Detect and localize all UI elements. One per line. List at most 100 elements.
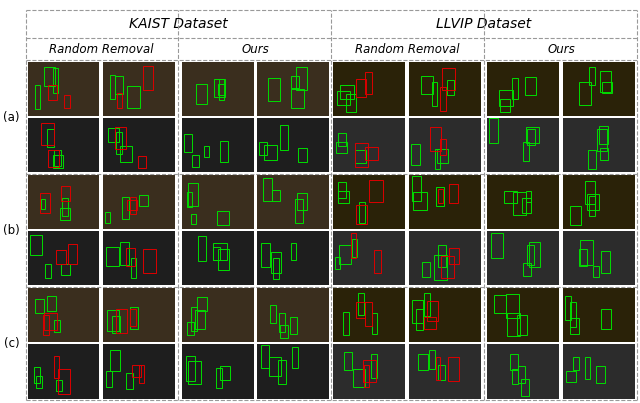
Bar (491, 233, 503, 258)
Bar (43, 316, 49, 335)
Bar (197, 297, 207, 311)
Bar (216, 368, 222, 388)
Bar (600, 71, 611, 92)
Bar (602, 82, 612, 93)
Bar (409, 118, 481, 172)
Bar (589, 195, 595, 216)
Bar (106, 212, 110, 223)
Bar (280, 125, 287, 150)
Bar (257, 231, 329, 285)
Bar (131, 258, 136, 278)
Bar (187, 192, 192, 207)
Bar (116, 309, 127, 333)
Bar (449, 247, 459, 264)
Bar (261, 345, 269, 368)
Bar (339, 133, 346, 146)
Bar (340, 85, 354, 99)
Bar (339, 245, 351, 264)
Bar (204, 145, 209, 158)
Bar (523, 142, 529, 160)
Bar (413, 192, 427, 210)
Bar (60, 208, 70, 220)
Bar (53, 68, 58, 93)
Bar (127, 86, 140, 108)
Bar (563, 175, 635, 229)
Bar (40, 193, 50, 212)
Bar (54, 356, 59, 378)
Bar (365, 147, 378, 160)
Bar (440, 87, 445, 111)
Bar (506, 294, 519, 318)
Bar (364, 365, 369, 387)
Bar (291, 89, 304, 108)
Bar (336, 142, 347, 153)
Bar (346, 94, 356, 112)
Bar (518, 366, 525, 383)
Bar (214, 79, 225, 97)
Bar (36, 376, 42, 388)
Bar (218, 249, 229, 270)
Bar (563, 118, 635, 172)
Bar (30, 235, 42, 256)
Bar (409, 175, 481, 229)
Bar (365, 302, 372, 326)
Bar (126, 373, 133, 389)
Bar (103, 118, 175, 172)
Bar (409, 288, 481, 342)
Bar (449, 184, 458, 204)
Bar (132, 365, 141, 377)
Bar (570, 318, 579, 334)
Text: Ours: Ours (241, 43, 269, 56)
Bar (268, 77, 280, 101)
Bar (412, 299, 423, 323)
Bar (35, 85, 40, 108)
Bar (353, 370, 365, 387)
Bar (493, 295, 506, 313)
Bar (218, 84, 225, 96)
Bar (356, 205, 367, 224)
Bar (279, 313, 285, 332)
Bar (257, 118, 329, 172)
Text: (c): (c) (4, 337, 19, 350)
Bar (523, 264, 531, 276)
Bar (427, 301, 438, 321)
Bar (525, 77, 536, 95)
Bar (351, 233, 356, 258)
Bar (196, 84, 207, 104)
Bar (369, 180, 383, 202)
Bar (436, 187, 444, 206)
Bar (106, 372, 112, 386)
Bar (412, 176, 422, 201)
Bar (273, 258, 279, 279)
Bar (601, 309, 611, 329)
Bar (115, 127, 126, 149)
Bar (584, 357, 590, 379)
Bar (58, 370, 70, 394)
Bar (356, 79, 366, 97)
Bar (355, 143, 368, 166)
Bar (138, 156, 146, 168)
Bar (499, 90, 513, 106)
Bar (338, 182, 346, 198)
Bar (563, 62, 635, 116)
Bar (579, 82, 591, 105)
Bar (436, 357, 440, 380)
Bar (103, 288, 175, 342)
Bar (431, 82, 437, 106)
Bar (565, 295, 571, 320)
Bar (212, 247, 220, 260)
Bar (418, 354, 428, 370)
Bar (297, 193, 307, 210)
Bar (290, 317, 297, 334)
Bar (360, 202, 365, 223)
Bar (487, 118, 559, 172)
Bar (409, 231, 481, 285)
Bar (438, 365, 445, 380)
Bar (487, 62, 559, 116)
Bar (526, 191, 531, 202)
Bar (103, 175, 175, 229)
Bar (45, 264, 51, 278)
Bar (333, 175, 405, 229)
Bar (271, 251, 282, 273)
Bar (122, 197, 129, 219)
